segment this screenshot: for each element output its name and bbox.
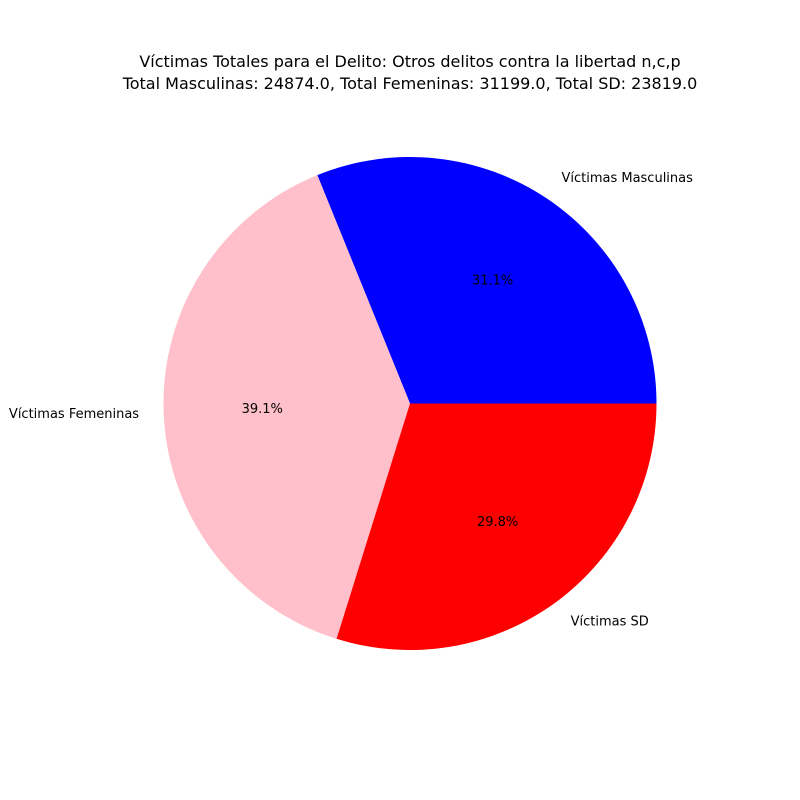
pie-slice-label-0: Víctimas Masculinas xyxy=(561,171,693,186)
chart-subtitle: Total Masculinas: 24874.0, Total Femenin… xyxy=(122,74,698,93)
pie-labels: Víctimas Masculinas 31.1% Víctimas Femenin… xyxy=(9,171,693,629)
pie-slice-percent-1: 39.1% xyxy=(242,402,283,417)
pie-slice-label-2: Víctimas SD xyxy=(571,614,649,629)
pie-slice-percent-0: 31.1% xyxy=(472,273,513,288)
pie-slices xyxy=(163,157,657,650)
pie-slice-label-1: Víctimas Femeninas xyxy=(9,407,139,422)
pie-slice-1 xyxy=(163,175,410,639)
chart-title: Víctimas Totales para el Delito: Otros d… xyxy=(139,52,680,71)
pie-slice-percent-2: 29.8% xyxy=(477,515,518,530)
pie-slice-2 xyxy=(336,403,657,650)
pie-slice-0 xyxy=(317,157,657,404)
